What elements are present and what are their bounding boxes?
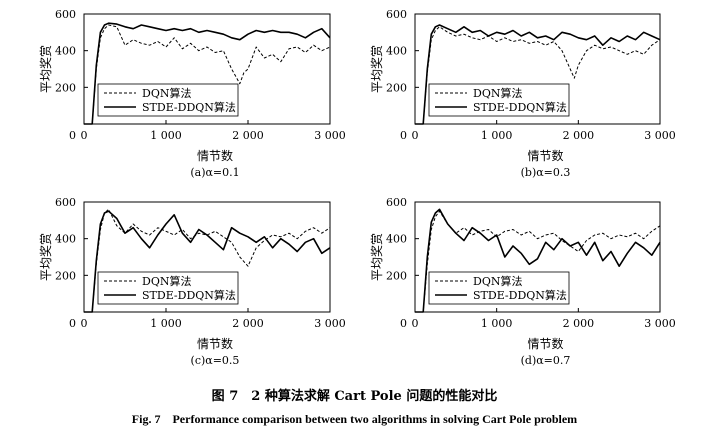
- series-dqn-line: [415, 26, 661, 125]
- series-stde-ddqn-line: [84, 210, 331, 313]
- x-tick-label: 0: [81, 129, 88, 142]
- y-tick-label: 200: [386, 269, 407, 282]
- x-tick-label: 2 000: [563, 317, 595, 330]
- legend-box: [428, 271, 570, 305]
- panel-subtitle: (b)α=0.3: [521, 166, 571, 179]
- y-axis-label: 平均奖赏: [39, 45, 53, 93]
- y-axis-label: 平均奖赏: [370, 233, 384, 281]
- y-origin-label: 0: [400, 129, 407, 142]
- legend-dqn-label: DQN算法: [142, 86, 191, 100]
- legend-stde-ddqn-label: STDE-DDQN算法: [473, 100, 567, 114]
- legend-dqn-label: DQN算法: [473, 86, 522, 100]
- series-dqn-line: [84, 24, 331, 125]
- x-axis-label: 情节数: [197, 148, 233, 163]
- y-tick-label: 600: [386, 8, 407, 21]
- series-dqn-line: [84, 208, 331, 313]
- x-tick-label: 3 000: [314, 317, 346, 330]
- y-tick-label: 400: [386, 45, 407, 58]
- legend-stde-ddqn-label: STDE-DDQN算法: [142, 288, 236, 302]
- legend-stde-ddqn-label: STDE-DDQN算法: [142, 100, 236, 114]
- x-tick-label: 1 000: [150, 129, 182, 142]
- figure-caption-en: Fig. 7 Performance comparison between tw…: [131, 412, 578, 426]
- x-tick-label: 2 000: [232, 129, 264, 142]
- y-tick-label: 600: [55, 8, 76, 21]
- x-tick-label: 3 000: [314, 129, 346, 142]
- x-tick-label: 2 000: [232, 317, 264, 330]
- y-origin-label: 0: [400, 317, 407, 330]
- legend-stde-ddqn-label: STDE-DDQN算法: [473, 288, 567, 302]
- legend-dqn-label: DQN算法: [142, 274, 191, 288]
- plot-frame: [414, 13, 661, 125]
- plot-frame: [83, 201, 331, 313]
- x-tick-label: 2 000: [563, 129, 595, 142]
- plot-frame: [83, 13, 331, 125]
- series-stde-ddqn-line: [415, 24, 661, 125]
- y-tick-label: 200: [55, 81, 76, 94]
- x-axis-label: 情节数: [527, 148, 563, 163]
- plot-frame: [414, 201, 661, 313]
- x-tick-label: 3 000: [644, 317, 676, 330]
- y-origin-label: 0: [69, 317, 76, 330]
- x-axis-label: 情节数: [527, 336, 563, 351]
- x-tick-label: 1 000: [481, 317, 513, 330]
- legend-box: [97, 83, 239, 117]
- y-axis-label: 平均奖赏: [39, 233, 53, 281]
- y-tick-label: 600: [386, 196, 407, 209]
- legend-dqn-label: DQN算法: [473, 274, 522, 288]
- y-tick-label: 200: [386, 81, 407, 94]
- y-tick-label: 200: [55, 269, 76, 282]
- y-origin-label: 0: [69, 129, 76, 142]
- panel-subtitle: (c)α=0.5: [191, 354, 240, 367]
- x-tick-label: 3 000: [644, 129, 676, 142]
- x-tick-label: 0: [412, 129, 419, 142]
- figure-caption-cn: 图 7 2 种算法求解 Cart Pole 问题的性能对比: [211, 389, 498, 404]
- y-tick-label: 400: [55, 233, 76, 246]
- x-tick-label: 0: [412, 317, 419, 330]
- y-tick-label: 600: [55, 196, 76, 209]
- x-axis-label: 情节数: [197, 336, 233, 351]
- x-tick-label: 1 000: [481, 129, 513, 142]
- legend-box: [428, 83, 570, 117]
- panel-subtitle: (a)α=0.1: [190, 166, 239, 179]
- y-tick-label: 400: [55, 45, 76, 58]
- y-tick-label: 400: [386, 233, 407, 246]
- legend-box: [97, 271, 239, 305]
- panel-subtitle: (d)α=0.7: [521, 354, 571, 367]
- x-tick-label: 1 000: [150, 317, 182, 330]
- series-stde-ddqn-line: [415, 208, 661, 313]
- series-stde-ddqn-line: [84, 22, 331, 125]
- x-tick-label: 0: [81, 317, 88, 330]
- y-axis-label: 平均奖赏: [370, 45, 384, 93]
